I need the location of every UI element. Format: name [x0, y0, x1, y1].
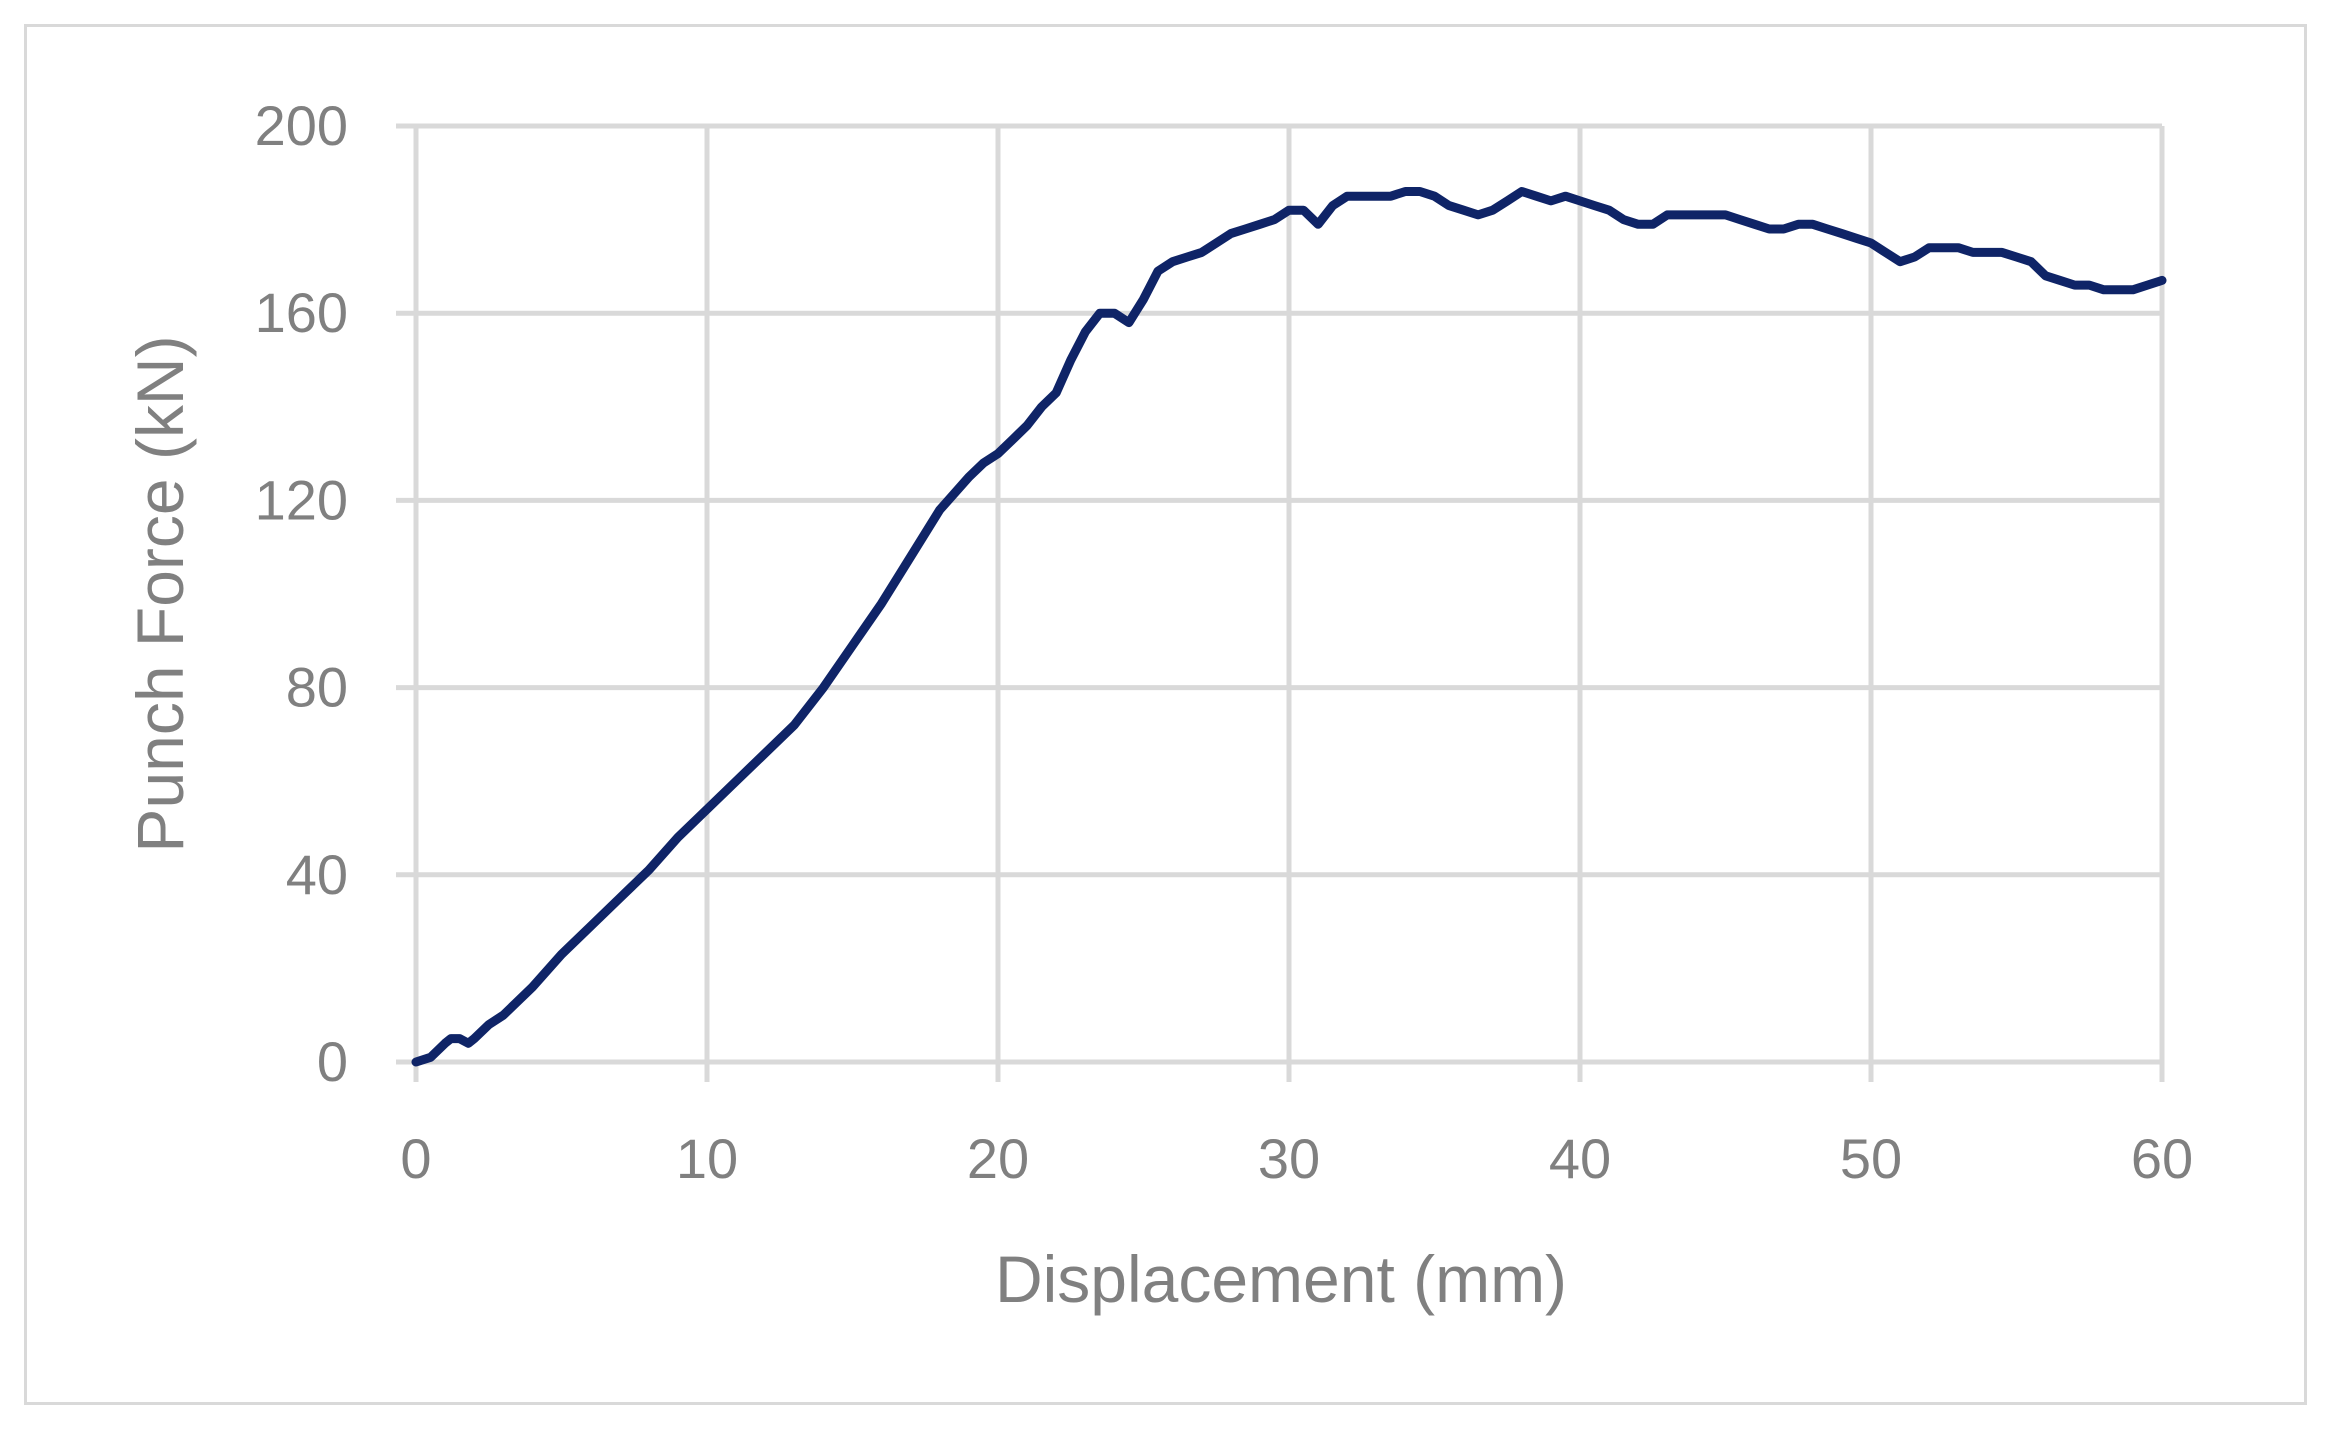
x-tick-label: 30	[1258, 1127, 1320, 1190]
x-tick-label: 0	[400, 1127, 431, 1190]
y-tick-label: 80	[286, 656, 348, 719]
x-tick-label: 50	[1840, 1127, 1902, 1190]
x-tick-label: 40	[1549, 1127, 1611, 1190]
y-axis-title: Punch Force (kN)	[123, 335, 197, 852]
y-tick-label: 120	[255, 468, 348, 531]
y-tick-label: 40	[286, 843, 348, 906]
series-line	[411, 187, 2167, 1067]
x-axis-title: Displacement (mm)	[995, 1242, 1567, 1316]
x-tick-label: 60	[2131, 1127, 2193, 1190]
x-tick-label: 20	[967, 1127, 1029, 1190]
series-layer	[411, 187, 2167, 1067]
gridlines	[396, 123, 2165, 1082]
x-tick-label: 10	[676, 1127, 738, 1190]
y-tick-label: 0	[317, 1030, 348, 1093]
y-tick-label: 200	[255, 94, 348, 157]
tick-labels: 0 40 80 120 160 200 0 10 20 30 40 50 60	[255, 94, 2194, 1190]
y-tick-label: 160	[255, 281, 348, 344]
